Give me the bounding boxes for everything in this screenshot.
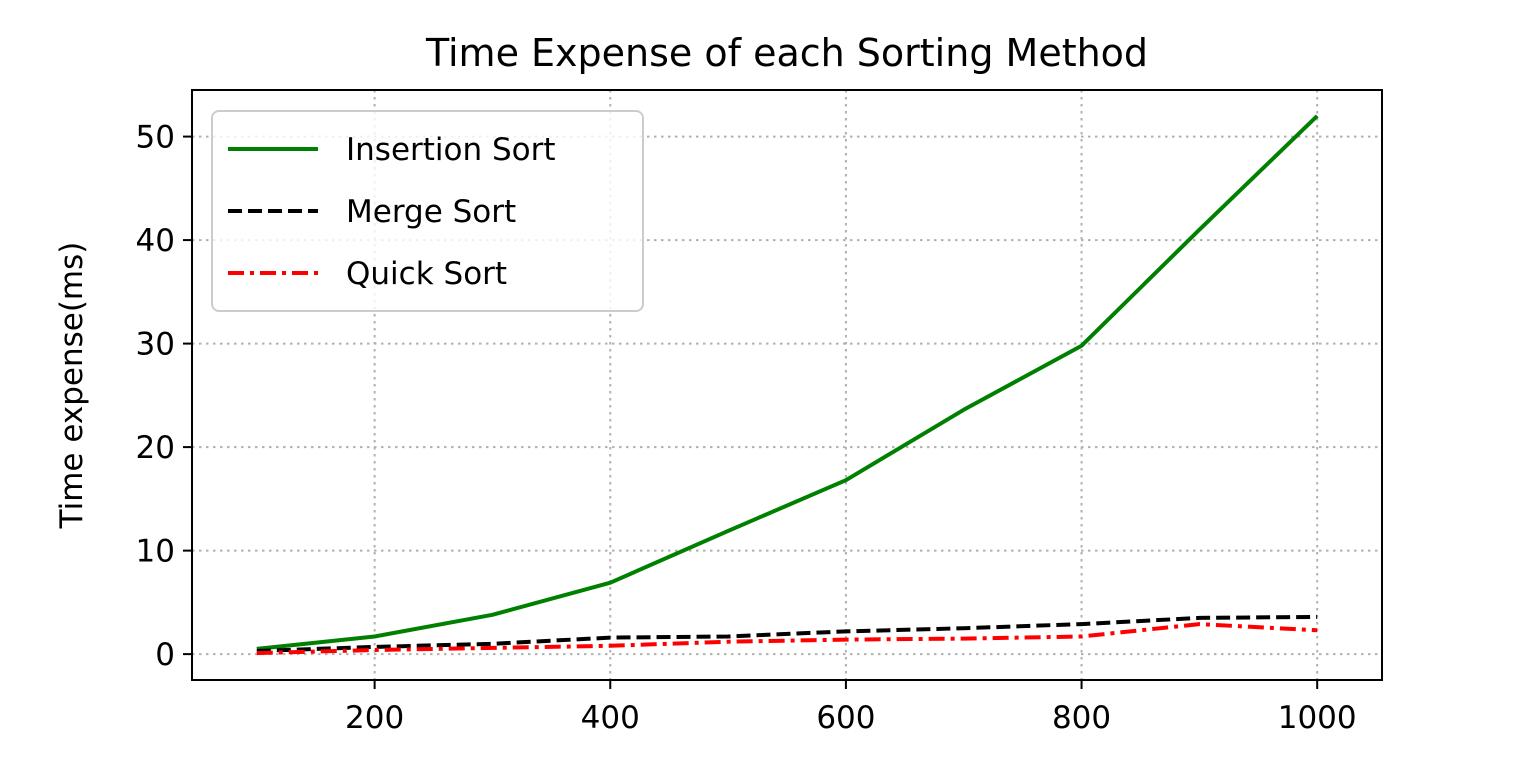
y-tick-label: 10 (136, 534, 175, 570)
legend-label: Quick Sort (346, 256, 507, 292)
legend-label: Insertion Sort (346, 132, 556, 168)
series-lines (256, 114, 1319, 656)
y-tick-label: 50 (136, 120, 175, 156)
legend-box (211, 110, 644, 312)
y-axis-label: Time expense(ms) (54, 242, 90, 530)
series-line-insertion-sort (256, 114, 1319, 651)
legend-items: Insertion Sort Merge Sort Quick Sort (228, 132, 556, 292)
x-tick-label: 1000 (1278, 700, 1357, 736)
legend: Insertion Sort Merge Sort Quick Sort (211, 110, 644, 312)
y-tick-label: 0 (155, 637, 175, 673)
y-tick-label: 30 (136, 327, 175, 363)
chart-title: Time Expense of each Sorting Method (425, 31, 1148, 75)
legend-label: Merge Sort (346, 194, 516, 230)
series-line-merge-sort (256, 614, 1318, 653)
x-tick-label: 200 (345, 700, 404, 736)
x-tick-label: 800 (1052, 700, 1111, 736)
y-tick-label: 20 (136, 430, 175, 466)
y-tick-label: 40 (136, 223, 175, 259)
ticks: 200 400 600 800 1000 0 10 20 30 40 50 (136, 120, 1357, 736)
x-tick-label: 400 (581, 700, 640, 736)
plot-frame (191, 89, 1383, 681)
x-tick-label: 600 (816, 700, 875, 736)
